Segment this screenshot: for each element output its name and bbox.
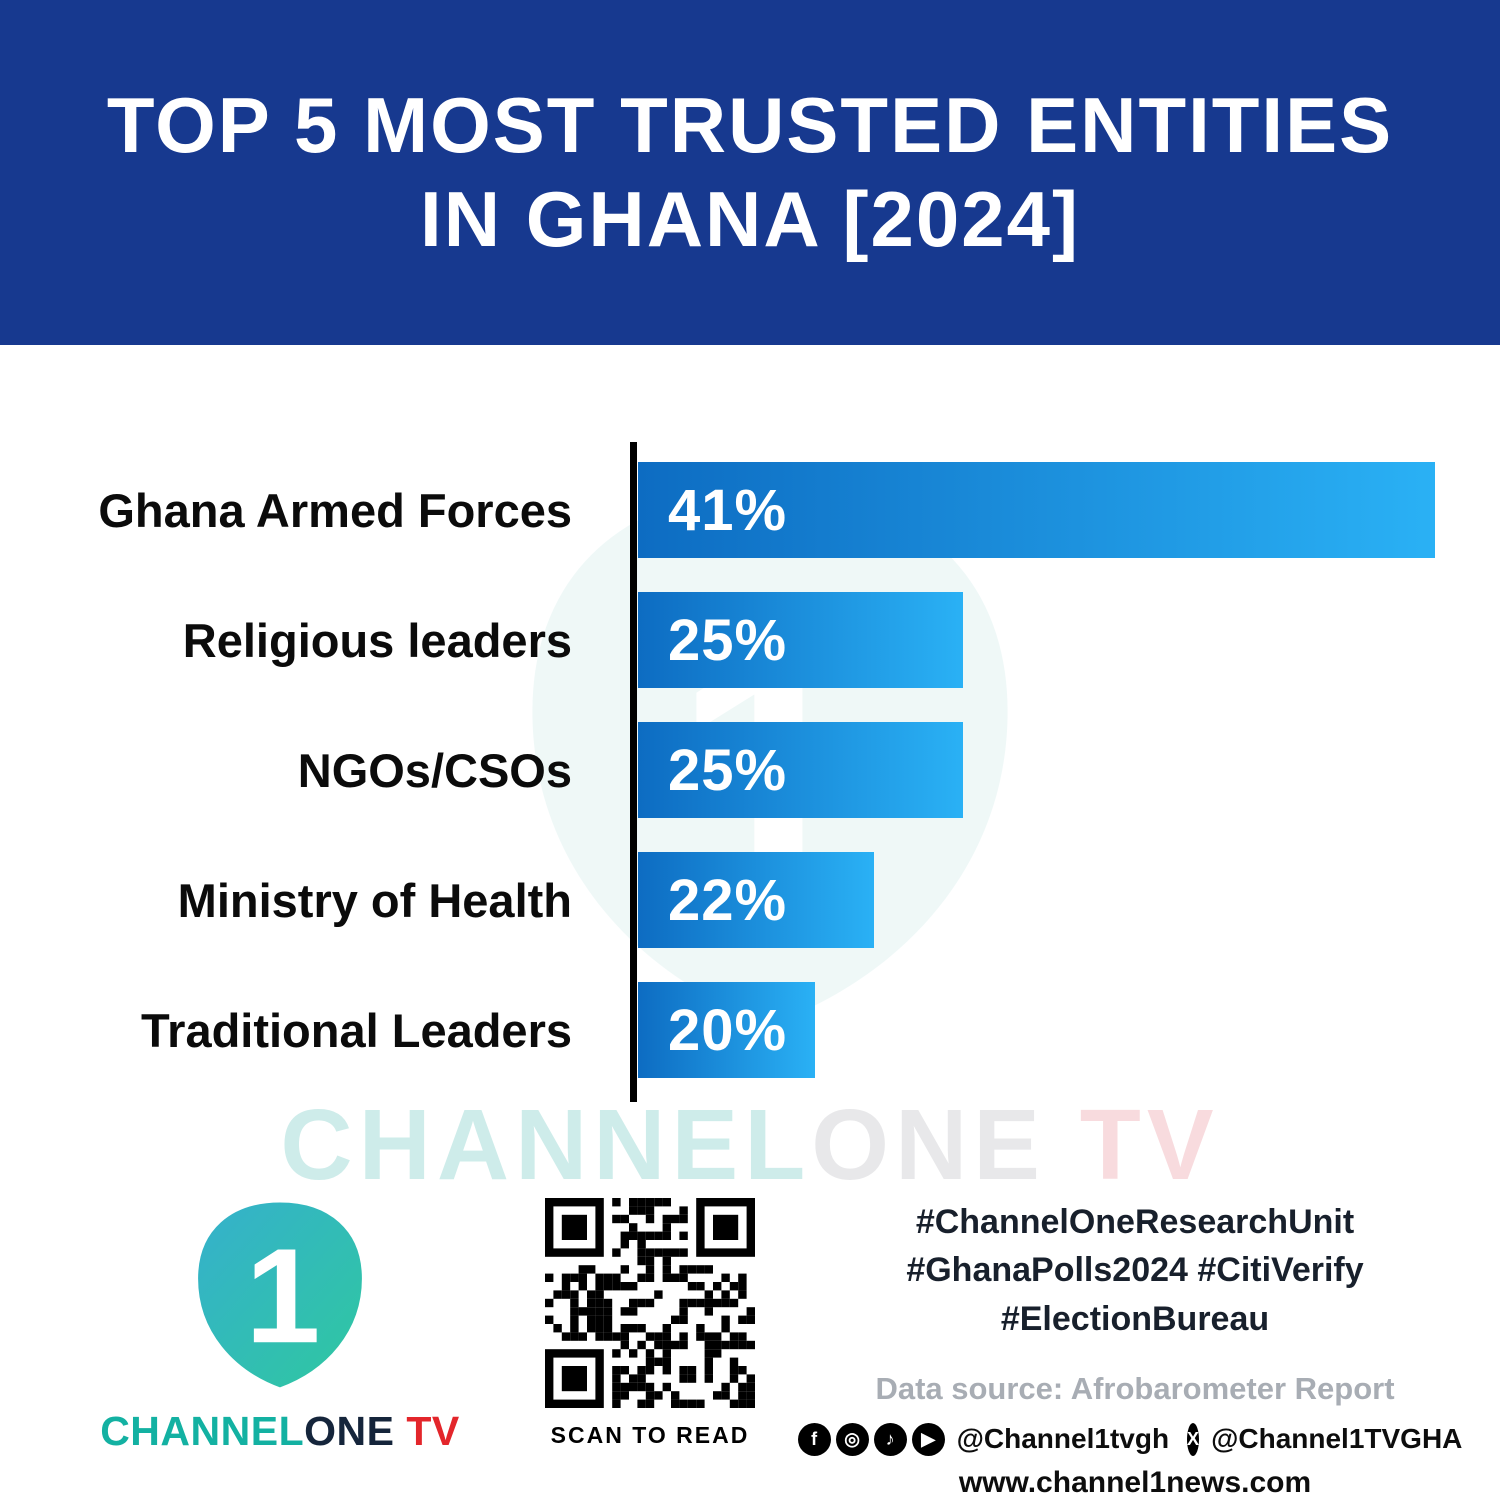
- qr-caption: SCAN TO READ: [550, 1422, 750, 1448]
- x-icon: X: [1187, 1422, 1200, 1456]
- bar: 20%: [638, 982, 815, 1078]
- bar-track: 20%: [608, 982, 1500, 1078]
- bar: 25%: [638, 592, 963, 688]
- tiktok-icon: ♪: [873, 1422, 907, 1456]
- bar-row: Traditional Leaders 20%: [0, 982, 1500, 1078]
- bar-value-label: 41%: [668, 477, 788, 543]
- bar-value-label: 25%: [668, 737, 788, 803]
- chart-axis-line: [630, 442, 637, 1102]
- qr-block: SCAN TO READ: [543, 1198, 757, 1449]
- bar: 41%: [638, 462, 1435, 558]
- bar-chart: Ghana Armed Forces 41% Religious leaders 25…: [0, 442, 1500, 1102]
- wordmark-watermark: CHANNELONE TV: [0, 1088, 1500, 1203]
- hashtag-line-1: #ChannelOneResearchUnit: [915, 1203, 1355, 1241]
- wordmark-tv: TV: [394, 1408, 460, 1454]
- bar: 25%: [638, 722, 963, 818]
- watermark-one: ONE: [811, 1089, 1046, 1201]
- watermark-channel: CHANNEL: [280, 1089, 812, 1201]
- bar-category-label: NGOs/CSOs: [297, 743, 572, 797]
- social-icons-group: f ◎ ♪ ▶: [797, 1422, 945, 1456]
- channel-one-logo: 1: [192, 1196, 368, 1394]
- qr-code: [545, 1198, 755, 1408]
- channel-one-logo-block: 1 CHANNELONE TV: [100, 1190, 459, 1455]
- bar-row: Ministry of Health 22%: [0, 852, 1500, 948]
- page-title-line1: TOP 5 MOST TRUSTED ENTITIES: [106, 80, 1394, 169]
- bar-category-label: Ministry of Health: [177, 873, 572, 927]
- bar: 22%: [638, 852, 874, 948]
- facebook-icon: f: [797, 1422, 831, 1456]
- social-handle-1: @Channel1tvgh: [956, 1423, 1170, 1455]
- bar-value-label: 20%: [668, 997, 788, 1063]
- hashtag-line-3: #ElectionBureau: [1000, 1299, 1270, 1338]
- bar-value-label: 25%: [668, 607, 788, 673]
- website-url: www.channel1news.com: [958, 1465, 1312, 1499]
- social-handle-2: @Channel1TVGHA: [1211, 1423, 1463, 1455]
- page-title-line2: IN GHANA [2024]: [420, 174, 1080, 263]
- watermark-tv: TV: [1046, 1089, 1220, 1201]
- bar-row: Religious leaders 25%: [0, 592, 1500, 688]
- bar-track: 25%: [608, 722, 1500, 818]
- bar-row: NGOs/CSOs 25%: [0, 722, 1500, 818]
- data-source-label: Data source: Afrobarometer Report: [875, 1370, 1395, 1406]
- bar-category-label: Traditional Leaders: [141, 1003, 572, 1057]
- header-banner: TOP 5 MOST TRUSTED ENTITIES IN GHANA [20…: [0, 0, 1500, 345]
- bar-track: 41%: [608, 462, 1500, 558]
- logo-wordmark: CHANNELONE TV: [100, 1408, 460, 1455]
- bar-value-label: 22%: [668, 867, 788, 933]
- logo-one-glyph: 1: [245, 1220, 320, 1371]
- bar-chart-rows: Ghana Armed Forces 41% Religious leaders 25…: [0, 462, 1500, 1078]
- hashtag-line-2: #GhanaPolls2024 #CitiVerify: [906, 1251, 1364, 1290]
- instagram-icon: ◎: [835, 1422, 869, 1456]
- youtube-icon: ▶: [911, 1422, 945, 1456]
- bar-category-label: Ghana Armed Forces: [98, 483, 572, 537]
- bar-track: 22%: [608, 852, 1500, 948]
- wordmark-one: ONE: [304, 1408, 395, 1454]
- social-row: f ◎ ♪ ▶ @Channel1tvgh X @Channel1TVGHA: [797, 1422, 1462, 1456]
- bar-category-label: Religious leaders: [182, 613, 572, 667]
- bar-row: Ghana Armed Forces 41%: [0, 462, 1500, 558]
- wordmark-channel: CHANNEL: [100, 1408, 305, 1454]
- footer-right-block: #ChannelOneResearchUnit #GhanaPolls2024 …: [797, 1198, 1462, 1500]
- bar-track: 25%: [608, 592, 1500, 688]
